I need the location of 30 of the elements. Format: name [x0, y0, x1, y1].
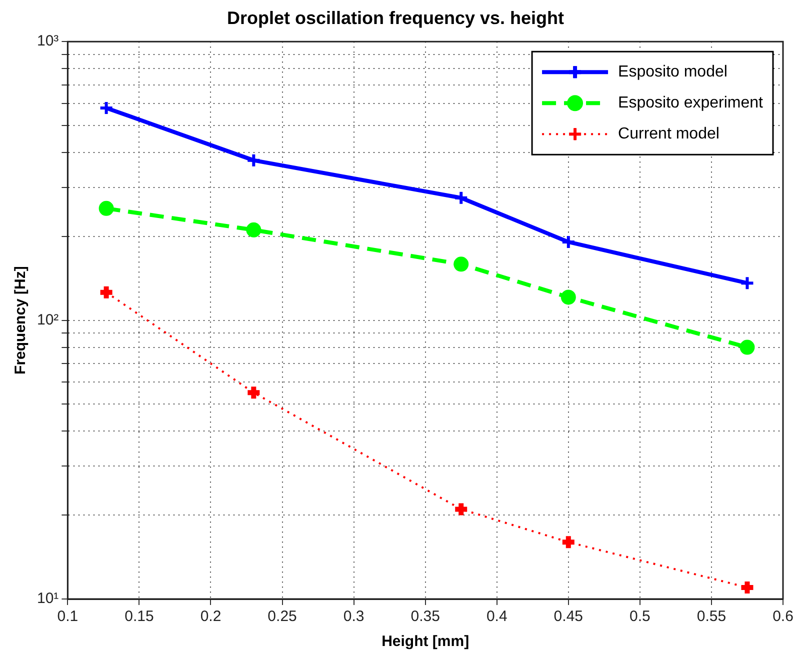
y-tick-label: 10² [36, 311, 59, 328]
x-tick-label: 0.3 [343, 608, 364, 626]
legend-label: Esposito model [618, 64, 728, 81]
x-tick-label: 0.15 [124, 608, 154, 626]
point [740, 340, 755, 355]
x-tick-label: 0.6 [772, 608, 794, 626]
point [560, 234, 576, 250]
point [98, 200, 114, 216]
point [454, 190, 469, 206]
x-tick-label: 0.2 [200, 608, 222, 626]
x-tick-label: 0.45 [554, 608, 584, 626]
x-tick-label: 0.5 [630, 608, 650, 626]
point [740, 276, 755, 291]
x-tick-label: 0.4 [486, 608, 508, 626]
chart-title: Droplet oscillation frequency vs. height [226, 8, 564, 28]
point [560, 290, 576, 305]
legend-label: Current model [618, 126, 720, 143]
legend-label: Esposito experiment [618, 94, 764, 112]
point [454, 256, 469, 272]
x-tick-label: 0.55 [696, 608, 726, 626]
x-tick-label: 0.25 [268, 608, 297, 626]
point [246, 152, 262, 168]
x-axis-title: Height [mm] [382, 633, 470, 650]
y-tick-label: 10³ [36, 32, 59, 50]
x-tick-label: 0.1 [57, 608, 78, 626]
y-axis-title: Frequency [Hz] [12, 266, 30, 374]
point [98, 100, 114, 116]
x-tick-label: 0.35 [410, 608, 440, 626]
y-tick-label: 10¹ [36, 590, 59, 608]
point [246, 222, 262, 238]
